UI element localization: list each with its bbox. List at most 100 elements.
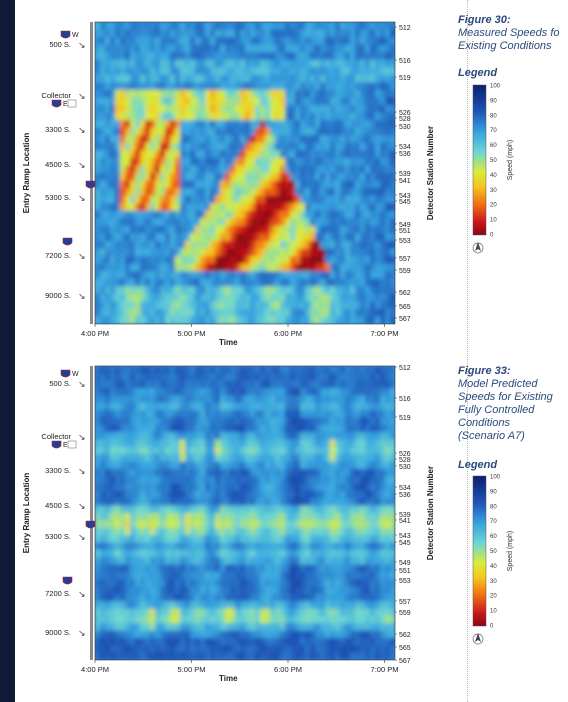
heatmap-cell	[150, 637, 156, 646]
heatmap-cell	[285, 263, 291, 272]
heatmap-cell	[215, 127, 221, 136]
heatmap-cell	[305, 165, 311, 174]
heatmap-cell	[110, 549, 116, 558]
heatmap-cell	[365, 461, 371, 470]
heatmap-cell	[125, 195, 131, 204]
heatmap-cell	[305, 520, 311, 529]
heatmap-cell	[275, 74, 281, 83]
heatmap-cell	[315, 388, 321, 396]
heatmap-cell	[225, 157, 231, 167]
heatmap-cell	[285, 59, 291, 68]
heatmap-cell	[155, 439, 161, 448]
heatmap-cell	[265, 308, 271, 318]
heatmap-cell	[360, 571, 366, 580]
heatmap-cell	[265, 105, 271, 114]
heatmap-cell	[115, 424, 121, 433]
heatmap-cell	[110, 623, 116, 632]
heatmap-cell	[250, 233, 256, 242]
heatmap-cell	[215, 623, 221, 632]
heatmap-cell	[100, 557, 106, 566]
heatmap-cell	[125, 593, 131, 602]
heatmap-cell	[160, 180, 166, 189]
heatmap-cell	[210, 308, 216, 318]
heatmap-cell	[315, 180, 321, 189]
heatmap-cell	[135, 293, 141, 302]
heatmap-cell	[380, 67, 386, 76]
heatmap-cell	[185, 637, 191, 646]
heatmap-cell	[390, 180, 395, 189]
heatmap-cell	[120, 225, 126, 234]
heatmap-cell	[390, 316, 395, 324]
heatmap-cell	[315, 29, 321, 38]
heatmap-cell	[300, 142, 306, 151]
heatmap-cell	[335, 476, 341, 485]
heatmap-cell	[250, 637, 256, 646]
heatmap-cell	[120, 286, 126, 295]
heatmap-cell	[115, 579, 121, 588]
heatmap-cell	[250, 82, 256, 91]
heatmap-cell	[100, 29, 106, 38]
heatmap-cell	[275, 240, 281, 250]
heatmap-cell	[100, 180, 106, 189]
heatmap-cell	[265, 97, 271, 106]
heatmap-cell	[375, 410, 381, 419]
heatmap-cell	[130, 112, 136, 121]
heatmap-cell	[345, 402, 351, 411]
heatmap-cell	[120, 564, 126, 573]
heatmap-cell	[155, 225, 161, 234]
heatmap-cell	[105, 498, 111, 507]
heatmap-cell	[290, 513, 296, 521]
heatmap-cell	[225, 218, 231, 227]
heatmap-cell	[260, 59, 266, 68]
heatmap-cell	[190, 22, 196, 31]
heatmap-cell	[170, 173, 176, 182]
heatmap-cell	[205, 535, 211, 543]
heatmap-cell	[320, 210, 326, 219]
heatmap-cell	[155, 645, 161, 654]
heatmap-cell	[340, 278, 346, 287]
heatmap-cell	[235, 527, 241, 536]
heatmap-cell	[145, 527, 151, 536]
heatmap-cell	[355, 490, 361, 499]
heatmap-cell	[240, 240, 246, 250]
heatmap-cell	[130, 135, 136, 144]
heatmap-cell	[150, 571, 156, 580]
heatmap-cell	[390, 520, 395, 529]
heatmap-cell	[345, 165, 351, 174]
heatmap-cell	[340, 29, 346, 38]
heatmap-cell	[100, 157, 106, 167]
heatmap-cell	[140, 513, 146, 521]
heatmap-cell	[320, 571, 326, 580]
heatmap-cell	[300, 248, 306, 257]
heatmap-cell	[320, 120, 326, 129]
heatmap-cell	[155, 22, 161, 31]
heatmap-cell	[155, 593, 161, 602]
heatmap-cell	[300, 593, 306, 602]
heatmap-cell	[155, 564, 161, 573]
heatmap-cell	[390, 218, 395, 227]
heatmap-cell	[340, 373, 346, 382]
heatmap-cell	[325, 29, 331, 38]
heatmap-cell	[150, 402, 156, 411]
heatmap-cell	[375, 165, 381, 174]
x-tick-label: 4:00 PM	[81, 665, 109, 674]
heatmap-cell	[120, 637, 126, 646]
heatmap-cell	[140, 586, 146, 595]
heatmap-cell	[225, 278, 231, 287]
heatmap-cell	[230, 432, 236, 441]
heatmap-cell	[260, 586, 266, 595]
heatmap-cell	[270, 623, 276, 632]
heatmap-cell	[340, 293, 346, 302]
heatmap-cell	[255, 120, 261, 129]
heatmap-cell	[115, 490, 121, 499]
heatmap-cell	[95, 286, 101, 295]
heatmap-cell	[290, 505, 296, 514]
heatmap-cell	[300, 225, 306, 234]
heatmap-cell	[200, 645, 206, 654]
heatmap-cell	[390, 454, 395, 463]
heatmap-cell	[115, 29, 121, 38]
heatmap-cell	[370, 271, 376, 280]
heatmap-cell	[375, 615, 381, 624]
heatmap-cell	[365, 446, 371, 455]
heatmap-cell	[165, 454, 171, 463]
